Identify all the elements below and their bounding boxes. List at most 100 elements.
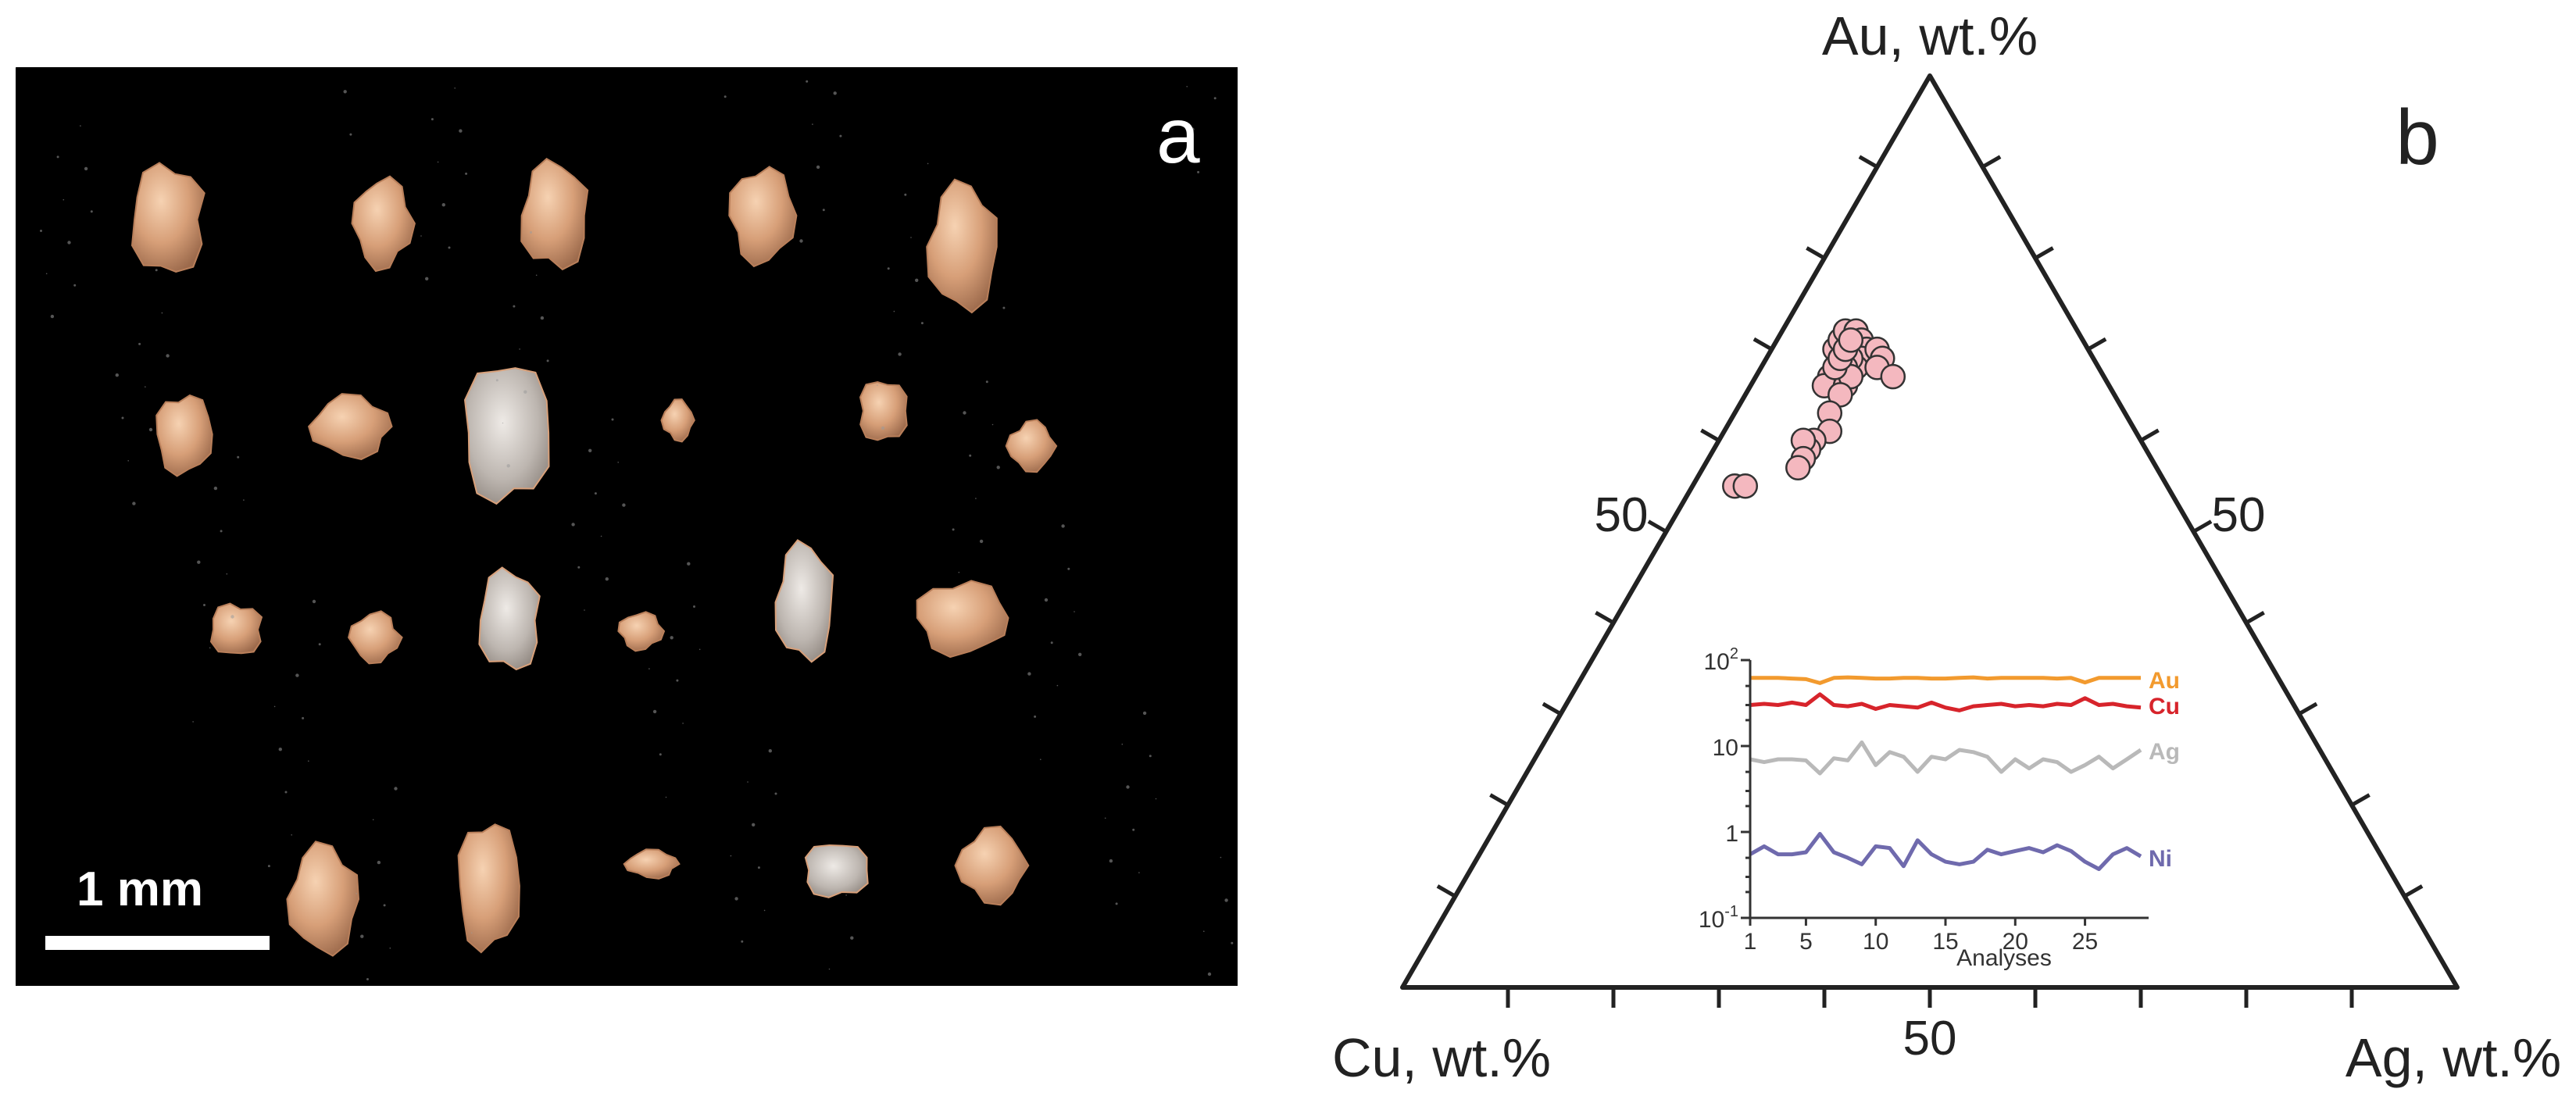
background-specks bbox=[16, 67, 1234, 980]
speck bbox=[969, 454, 972, 457]
speck bbox=[1203, 930, 1205, 932]
inset-axes bbox=[1741, 659, 2149, 926]
speck bbox=[822, 209, 825, 212]
speck bbox=[1067, 567, 1070, 570]
speck bbox=[588, 448, 592, 452]
right-edge-tick-label: 50 bbox=[2212, 488, 2266, 542]
inset-x-tick-label: 5 bbox=[1799, 929, 1813, 955]
speck bbox=[284, 791, 288, 794]
speck bbox=[278, 748, 282, 751]
speck bbox=[523, 390, 527, 394]
ternary-tick bbox=[1700, 428, 1720, 442]
ternary-point bbox=[1785, 455, 1811, 481]
speck bbox=[519, 348, 520, 350]
grain bbox=[926, 178, 998, 314]
speck bbox=[148, 427, 153, 432]
speck bbox=[799, 239, 803, 243]
speck bbox=[546, 359, 549, 362]
ternary-tick bbox=[2245, 611, 2265, 625]
inset-x-tick-label: 20 bbox=[2003, 929, 2028, 955]
speck bbox=[197, 560, 201, 564]
speck bbox=[734, 897, 738, 901]
speck bbox=[56, 155, 59, 159]
speck bbox=[1207, 972, 1212, 976]
speck bbox=[611, 418, 614, 421]
y-tick-label-100: 102 bbox=[1704, 645, 1739, 675]
speck bbox=[540, 316, 545, 320]
inset-series-line-ni bbox=[1749, 832, 2142, 871]
speck bbox=[495, 379, 498, 382]
speck bbox=[958, 571, 960, 573]
speck bbox=[389, 947, 391, 949]
speck bbox=[506, 464, 510, 468]
speck bbox=[312, 599, 316, 604]
speck bbox=[425, 277, 429, 280]
y-tick-label-1: 1 bbox=[1725, 821, 1738, 847]
speck bbox=[237, 455, 240, 459]
speck bbox=[812, 123, 813, 125]
inset-x-tick-label: 25 bbox=[2072, 929, 2098, 955]
grain bbox=[351, 175, 416, 273]
speck bbox=[166, 354, 170, 358]
speck bbox=[318, 643, 321, 646]
speck bbox=[431, 118, 434, 121]
ternary-tick bbox=[2034, 246, 2054, 260]
grain bbox=[457, 823, 520, 954]
speck bbox=[652, 709, 657, 714]
speck bbox=[816, 165, 820, 170]
speck bbox=[676, 679, 679, 682]
grain bbox=[209, 602, 263, 655]
speck bbox=[985, 380, 988, 384]
gold-grains bbox=[130, 157, 1058, 957]
grain bbox=[774, 539, 834, 663]
speck bbox=[454, 87, 456, 89]
speck bbox=[898, 352, 902, 356]
speck bbox=[360, 934, 364, 938]
speck bbox=[295, 673, 299, 677]
speck bbox=[1213, 97, 1217, 100]
inset-series-line-au bbox=[1750, 675, 2141, 685]
ternary-tick bbox=[2192, 519, 2213, 534]
speck bbox=[220, 530, 223, 533]
speck bbox=[1186, 86, 1188, 87]
speck bbox=[291, 834, 293, 836]
speck bbox=[383, 904, 386, 907]
speck bbox=[768, 749, 772, 753]
ternary-tick bbox=[1595, 611, 1615, 625]
speck bbox=[741, 940, 744, 943]
grain bbox=[617, 611, 666, 652]
speck bbox=[648, 668, 650, 669]
speck bbox=[1220, 856, 1222, 859]
speck bbox=[45, 273, 48, 275]
grain-photo: a 1 mm bbox=[16, 67, 1234, 980]
speck bbox=[1155, 798, 1157, 800]
grain bbox=[804, 844, 869, 898]
grain bbox=[348, 610, 403, 665]
inset-x-tick-label: 10 bbox=[1863, 929, 1888, 955]
speck bbox=[747, 781, 749, 783]
speck bbox=[670, 636, 673, 640]
grain bbox=[155, 394, 213, 477]
ternary-frame bbox=[1400, 73, 2460, 1008]
grain bbox=[286, 841, 360, 957]
grain bbox=[954, 825, 1030, 906]
speck bbox=[617, 462, 619, 463]
speck bbox=[90, 210, 93, 213]
speck bbox=[437, 161, 439, 163]
speck bbox=[887, 267, 890, 270]
speck bbox=[40, 230, 42, 232]
grain bbox=[660, 398, 695, 443]
speck bbox=[73, 284, 77, 287]
speck bbox=[833, 91, 837, 95]
speck bbox=[975, 498, 977, 499]
grain bbox=[478, 566, 541, 671]
speck bbox=[828, 968, 831, 970]
inset-x-axis-label: Analyses bbox=[1956, 945, 2052, 971]
speck bbox=[850, 936, 854, 940]
ternary-tick bbox=[1806, 246, 1826, 260]
speck bbox=[577, 566, 581, 569]
speck bbox=[441, 203, 445, 207]
speck bbox=[1056, 684, 1059, 687]
speck bbox=[893, 310, 895, 312]
